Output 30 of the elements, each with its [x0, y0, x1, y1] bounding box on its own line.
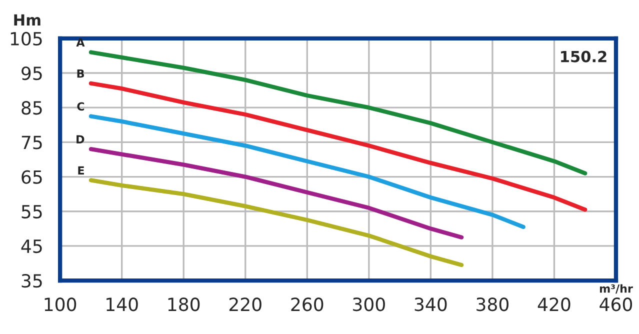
x-tick-label: 180 [168, 298, 200, 312]
x-tick-label: 260 [291, 298, 324, 312]
x-axis-title: m³/hr [600, 284, 633, 294]
x-tick-label: 340 [414, 298, 447, 312]
y-tick-label: 105 [10, 32, 42, 46]
x-tick-label: 300 [353, 298, 385, 312]
line-series [88, 147, 464, 240]
series-label: A [76, 38, 85, 46]
x-tick-label: 460 [600, 298, 632, 312]
series-label: E [78, 166, 84, 174]
x-tick-label: 100 [44, 298, 76, 312]
annotation: 150.2 [561, 50, 606, 62]
line-series [88, 81, 588, 212]
y-tick-label: 45 [21, 240, 42, 254]
series-label: C [77, 102, 84, 111]
y-tick-label: 75 [22, 136, 42, 150]
y-axis-title: Hm [14, 14, 40, 26]
x-tick-label: 140 [106, 298, 138, 312]
y-tick-label: 95 [22, 66, 42, 80]
y-tick-label: 65 [22, 170, 42, 184]
series-label: D [76, 135, 84, 144]
line-series [88, 178, 464, 268]
line-series [88, 114, 526, 230]
series-label: B [77, 70, 84, 78]
x-tick-label: 220 [229, 298, 262, 312]
x-tick-label: 380 [476, 298, 508, 312]
x-tick-label: 420 [538, 298, 570, 312]
y-tick-label: 55 [22, 205, 42, 218]
y-tick-label: 35 [22, 274, 42, 288]
y-tick-label: 85 [22, 101, 42, 115]
